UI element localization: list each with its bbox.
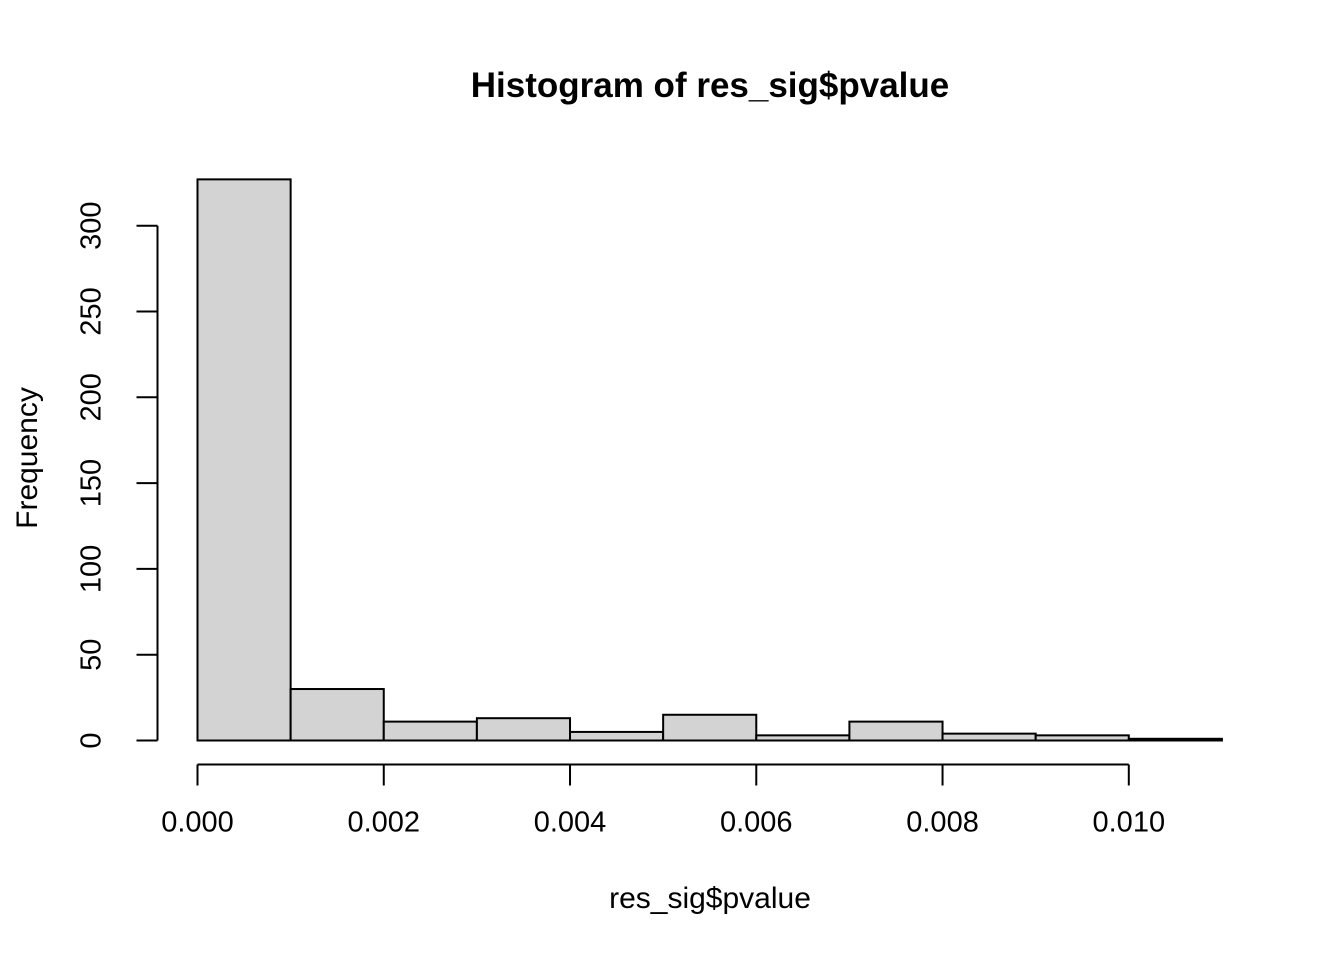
y-axis-title: Frequency [11, 387, 44, 529]
x-tick-label: 0.008 [906, 807, 979, 839]
histogram-bar [569, 730, 665, 742]
y-tick-label: 100 [76, 545, 108, 593]
histogram-bar [662, 713, 758, 742]
histogram-bar [941, 732, 1037, 742]
histogram-bar [1127, 737, 1223, 742]
histogram-bar [382, 720, 478, 742]
histogram-bar [755, 734, 851, 742]
y-tick-label: 200 [76, 373, 108, 421]
histogram-bar [1034, 734, 1130, 742]
histogram-bar [848, 720, 944, 742]
y-axis: 0 50 100 150 200 250 300 [76, 202, 159, 749]
y-tick-label: 150 [76, 459, 108, 507]
y-tick-label: 50 [76, 639, 108, 671]
histogram-bar [289, 688, 385, 742]
y-tick-label: 300 [76, 202, 108, 250]
histogram-bar [475, 717, 572, 742]
x-axis-title: res_sig$pvalue [609, 882, 811, 915]
x-tick-label: 0.000 [161, 807, 234, 839]
x-tick-label: 0.004 [534, 807, 607, 839]
histogram-bars [196, 178, 1223, 742]
x-tick-label: 0.010 [1093, 807, 1166, 839]
x-axis: 0.000 0.002 0.004 0.006 0.008 0.010 [161, 763, 1166, 839]
x-tick-label: 0.002 [347, 807, 420, 839]
chart-title: Histogram of res_sig$pvalue [471, 66, 950, 105]
y-tick-label: 0 [76, 732, 108, 748]
x-tick-label: 0.006 [720, 807, 793, 839]
y-tick-label: 250 [76, 287, 108, 335]
histogram-bar [196, 178, 292, 742]
